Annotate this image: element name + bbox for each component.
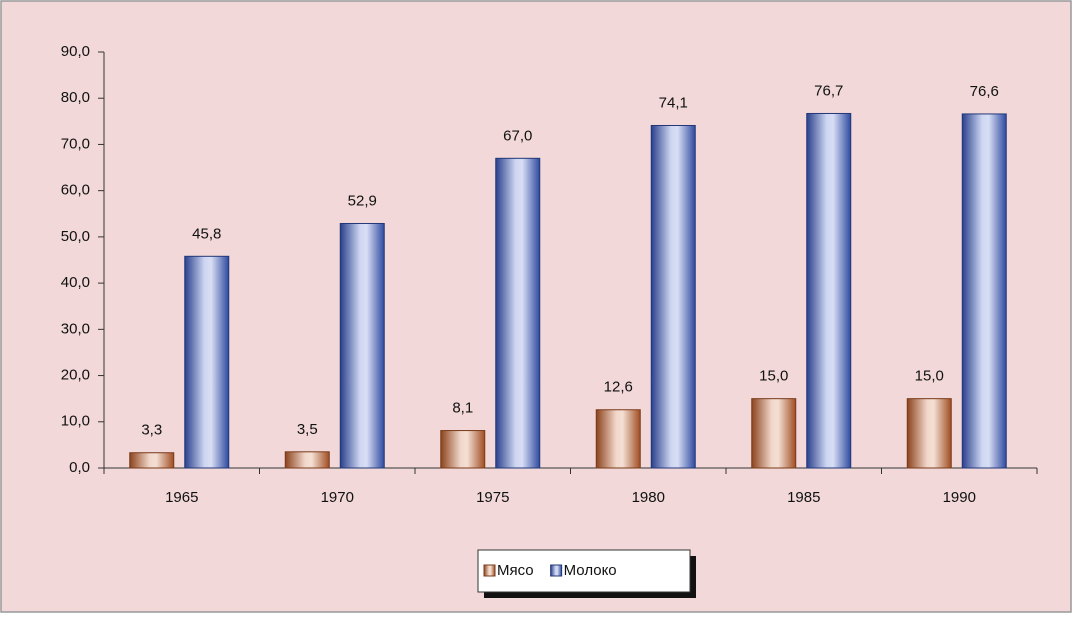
value-label: 15,0 [759, 368, 788, 385]
y-tick-label: 20,0 [61, 367, 90, 384]
legend-label: Мясо [497, 562, 534, 579]
bar [906, 398, 952, 469]
x-tick-label: 1965 [165, 489, 198, 506]
y-tick-label: 90,0 [61, 43, 90, 60]
bar [339, 222, 385, 469]
bar [495, 157, 541, 469]
value-label: 3,3 [141, 422, 162, 439]
legend [477, 549, 691, 593]
y-tick-label: 80,0 [61, 89, 90, 106]
x-tick-label: 1980 [632, 489, 665, 506]
x-tick-label: 1970 [321, 489, 354, 506]
x-tick-label: 1985 [787, 489, 820, 506]
y-tick-label: 0,0 [69, 459, 90, 476]
bar [440, 430, 486, 469]
bar [650, 124, 696, 469]
y-tick-label: 70,0 [61, 135, 90, 152]
value-label: 3,5 [297, 421, 318, 438]
bar [284, 451, 330, 469]
value-label: 15,0 [915, 368, 944, 385]
bar [595, 409, 641, 469]
value-label: 74,1 [659, 94, 688, 111]
bar [184, 255, 230, 469]
y-tick-label: 50,0 [61, 228, 90, 245]
bar [806, 112, 852, 469]
y-tick-label: 40,0 [61, 274, 90, 291]
value-label: 76,7 [814, 82, 843, 99]
y-tick-label: 30,0 [61, 320, 90, 337]
bar [129, 452, 175, 469]
y-tick-label: 60,0 [61, 182, 90, 199]
value-label: 67,0 [503, 127, 532, 144]
value-label: 76,6 [970, 83, 999, 100]
x-tick-label: 1975 [476, 489, 509, 506]
legend-swatch [483, 564, 496, 577]
bar [751, 398, 797, 469]
y-tick-label: 10,0 [61, 413, 90, 430]
value-label: 8,1 [452, 400, 473, 417]
value-label: 45,8 [192, 225, 221, 242]
x-tick-label: 1990 [943, 489, 976, 506]
value-label: 12,6 [604, 379, 633, 396]
legend-label: Молоко [564, 562, 617, 579]
bar [961, 113, 1007, 469]
value-label: 52,9 [348, 192, 377, 209]
legend-swatch [550, 564, 563, 577]
